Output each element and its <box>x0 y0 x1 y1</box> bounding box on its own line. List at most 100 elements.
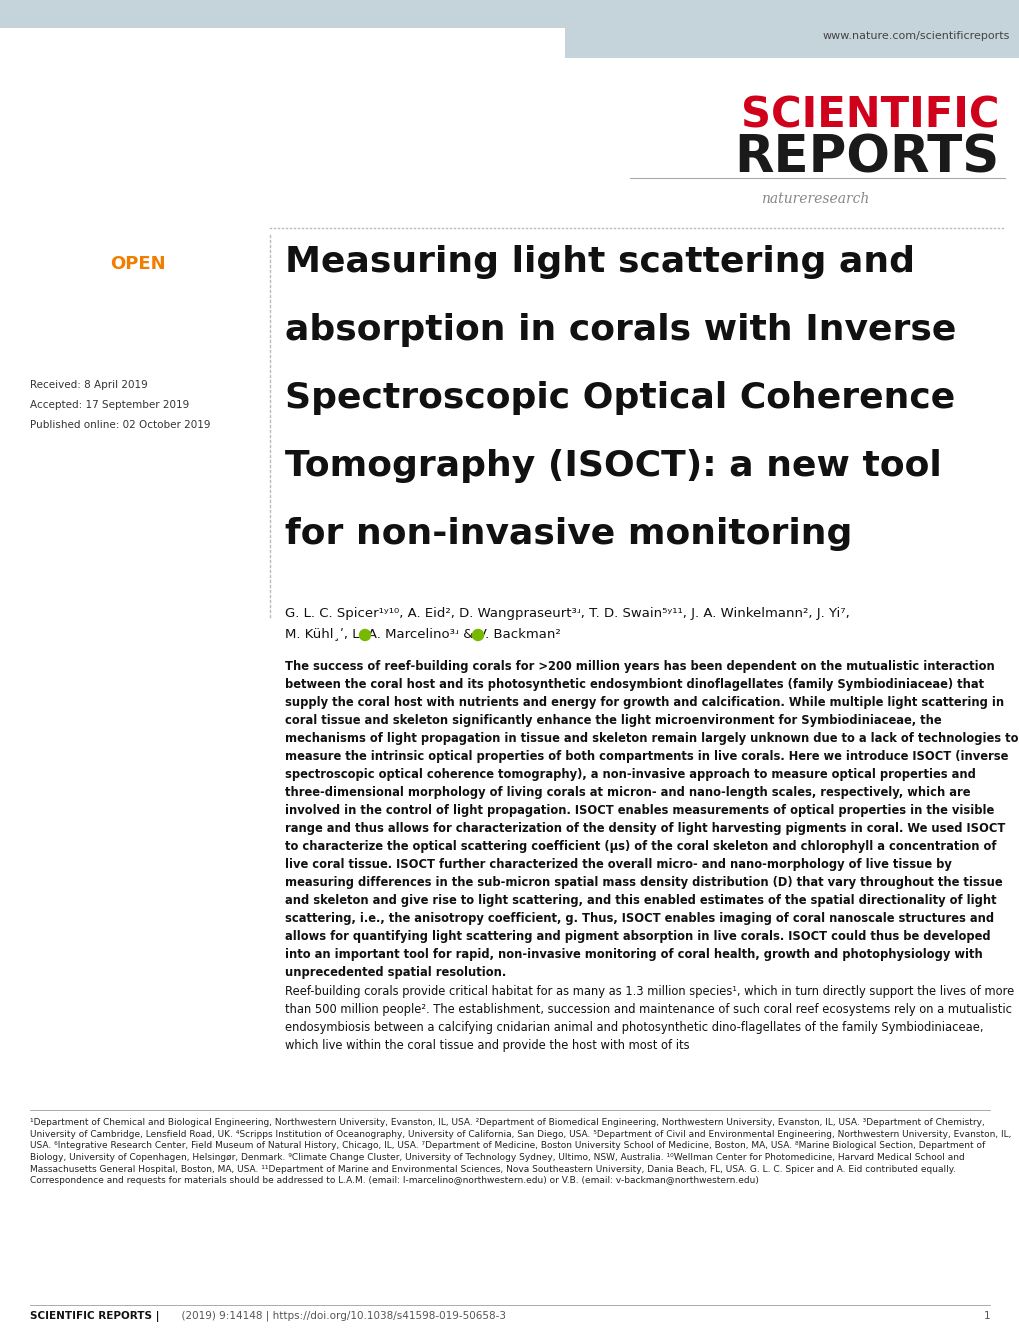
Point <box>264 567 276 583</box>
Point <box>824 220 837 236</box>
Circle shape <box>472 630 483 641</box>
Point <box>264 287 276 303</box>
Point <box>264 417 276 433</box>
Point <box>460 220 472 236</box>
Point <box>828 220 841 236</box>
Point <box>264 293 276 310</box>
Point <box>635 220 647 236</box>
Text: for non-invasive monitoring: for non-invasive monitoring <box>284 517 852 551</box>
Point <box>264 379 276 395</box>
Point <box>264 570 276 586</box>
Point <box>733 220 745 236</box>
Point <box>264 529 276 545</box>
Point <box>943 220 955 236</box>
Point <box>812 220 824 236</box>
Point <box>905 220 917 236</box>
Point <box>936 220 949 236</box>
Point <box>477 220 489 236</box>
Point <box>504 220 517 236</box>
Point <box>780 220 792 236</box>
Point <box>889 220 901 236</box>
Point <box>264 243 276 259</box>
Point <box>895 220 907 236</box>
Point <box>296 220 308 236</box>
Point <box>909 220 921 236</box>
Point <box>264 607 276 623</box>
Point <box>264 444 276 460</box>
Point <box>759 220 771 236</box>
Point <box>264 389 276 405</box>
Point <box>264 472 276 488</box>
Point <box>264 249 276 265</box>
Point <box>264 460 276 476</box>
Point <box>264 462 276 478</box>
Point <box>693 220 705 236</box>
Point <box>776 220 789 236</box>
Point <box>264 489 276 505</box>
Point <box>483 220 495 236</box>
Point <box>264 255 276 271</box>
Point <box>611 220 624 236</box>
Point <box>476 220 488 236</box>
Point <box>741 220 753 236</box>
Point <box>763 220 775 236</box>
Point <box>264 281 276 297</box>
Point <box>513 220 525 236</box>
Point <box>425 220 437 236</box>
Point <box>424 220 436 236</box>
Point <box>593 220 605 236</box>
Point <box>350 220 362 236</box>
Point <box>356 220 368 236</box>
Point <box>997 220 1009 236</box>
Point <box>497 220 510 236</box>
Point <box>568 220 580 236</box>
Point <box>683 220 695 236</box>
Point <box>927 220 940 236</box>
Point <box>481 220 493 236</box>
Point <box>723 220 736 236</box>
Point <box>264 322 276 338</box>
Point <box>264 559 276 575</box>
Point <box>273 220 285 236</box>
Point <box>499 220 512 236</box>
Point <box>993 220 1005 236</box>
Point <box>521 220 533 236</box>
Point <box>304 220 316 236</box>
Text: M. Kühl¸ʹ, L. A. Marcelino³ʴ & V. Backman²: M. Kühl¸ʹ, L. A. Marcelino³ʴ & V. Backma… <box>284 627 560 641</box>
Point <box>645 220 657 236</box>
Point <box>541 220 553 236</box>
Point <box>264 352 276 368</box>
Point <box>879 220 892 236</box>
Point <box>264 422 276 438</box>
Point <box>264 464 276 480</box>
Point <box>264 537 276 553</box>
Point <box>264 532 276 548</box>
Text: absorption in corals with Inverse: absorption in corals with Inverse <box>284 314 956 347</box>
Point <box>361 220 373 236</box>
Point <box>391 220 404 236</box>
Point <box>264 377 276 393</box>
Point <box>533 220 545 236</box>
Point <box>971 220 983 236</box>
Point <box>264 226 276 243</box>
Point <box>264 579 276 595</box>
Point <box>285 220 298 236</box>
Point <box>867 220 879 236</box>
Point <box>816 220 828 236</box>
Point <box>703 220 715 236</box>
Point <box>637 220 649 236</box>
Point <box>656 220 668 236</box>
Point <box>624 220 636 236</box>
Point <box>264 431 276 448</box>
Point <box>264 356 276 373</box>
Point <box>264 229 276 245</box>
Point <box>264 429 276 445</box>
Point <box>265 220 277 236</box>
Text: REPORTS: REPORTS <box>734 133 999 184</box>
Point <box>360 220 372 236</box>
Point <box>607 220 620 236</box>
Point <box>535 220 547 236</box>
Point <box>947 220 959 236</box>
Point <box>516 220 528 236</box>
Point <box>839 220 851 236</box>
